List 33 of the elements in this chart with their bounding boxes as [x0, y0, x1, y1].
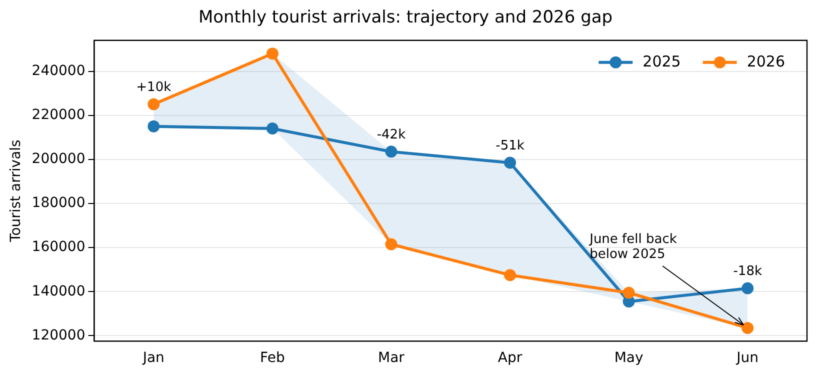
point — [148, 120, 160, 132]
x-tick-label: Apr — [498, 350, 522, 366]
y-tick-label: 120000 — [32, 327, 86, 344]
point — [266, 122, 278, 135]
point — [742, 282, 754, 294]
x-tick-label: May — [614, 350, 644, 366]
point — [742, 322, 754, 334]
x-tick-label: Jun — [736, 350, 759, 366]
y-tick-label: 240000 — [32, 62, 86, 79]
y-tick-label: 140000 — [32, 283, 86, 300]
legend-label: 2026 — [746, 52, 786, 70]
chart-title: Monthly tourist arrivals: trajectory and 2026 gap — [198, 8, 613, 28]
point — [385, 146, 398, 158]
y-tick-label: 160000 — [32, 239, 86, 256]
x-tick-label: Jan — [142, 350, 164, 366]
y-tick-label: 180000 — [32, 195, 86, 212]
point — [622, 286, 635, 299]
annotation: June fell back below 2025 — [588, 232, 678, 262]
point — [148, 98, 160, 110]
point — [504, 269, 516, 282]
annotation: +10k — [136, 80, 172, 96]
legend-label: 2025 — [642, 52, 681, 70]
x-tick-label: Feb — [260, 350, 285, 366]
annotation: -18k — [733, 264, 762, 280]
point — [266, 48, 278, 60]
y-tick-label: 220000 — [32, 106, 86, 123]
y-tick-label: 200000 — [32, 151, 86, 168]
point — [504, 156, 516, 169]
x-tick-label: Mar — [378, 350, 405, 366]
annotation: -42k — [376, 128, 406, 143]
annotation: -51k — [496, 138, 525, 154]
y-axis-title: Tourist arrivals — [8, 140, 24, 243]
point — [385, 238, 398, 250]
